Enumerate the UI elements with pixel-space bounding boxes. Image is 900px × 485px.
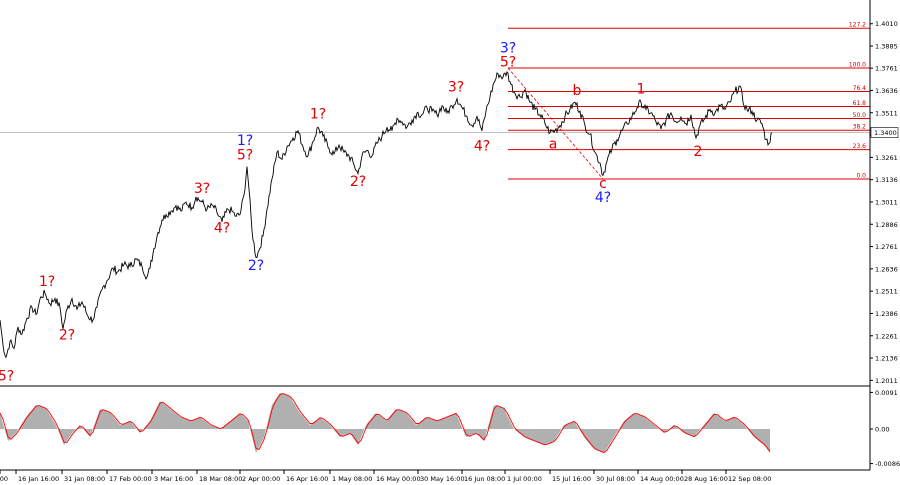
time-tick-label: 2 Apr 00:00 <box>242 475 280 483</box>
wave-label: 1 <box>637 81 646 97</box>
price-tick-label: 1.2011 <box>875 377 898 385</box>
price-tick-label: 1.3136 <box>875 176 898 184</box>
wave-label: 3? <box>500 40 516 56</box>
fib-level-label: 127.2 <box>849 22 866 29</box>
price-tick-label: 1.2261 <box>875 332 898 340</box>
fib-level-label: 61.8 <box>853 100 867 107</box>
wave-label: 5? <box>0 369 14 385</box>
time-axis: 6 Jan 00:00 16 Jan 16:00 31 Jan 08:00 17 Fe… <box>0 470 771 483</box>
correction-diagonal <box>507 67 604 180</box>
indicator-histogram <box>0 392 770 454</box>
indicator-signal-line <box>0 393 771 454</box>
wave-label: 1? <box>310 106 326 122</box>
time-tick-label: 1 Jul 00:00 <box>507 475 542 483</box>
wave-label: 5? <box>237 147 253 163</box>
time-tick-label: 17 Feb 00:00 <box>109 475 152 483</box>
indicator-tick-label: 0.00 <box>875 426 889 434</box>
fib-level-label: 38.2 <box>853 124 867 131</box>
wave-label: 3? <box>448 80 464 96</box>
wave-label: 4? <box>474 138 490 154</box>
price-tick-label: 1.3261 <box>875 154 898 162</box>
fib-level-label: 76.4 <box>853 85 867 92</box>
time-tick-label: 16 Jan 16:00 <box>18 475 59 483</box>
current-price-label: 1.3400 <box>874 129 897 137</box>
time-tick-label: 28 Aug 16:00 <box>684 475 728 483</box>
wave-label: 4? <box>595 190 611 206</box>
time-tick-label: 16 Jun 08:00 <box>464 475 505 483</box>
price-tick-label: 1.2886 <box>875 221 898 229</box>
time-tick-label: 31 Jan 08:00 <box>64 475 105 483</box>
fib-level-label: 23.6 <box>853 143 867 150</box>
fib-level-label: 50.0 <box>853 112 867 119</box>
price-tick-label: 1.2636 <box>875 265 898 273</box>
wave-label: 4? <box>214 220 230 236</box>
time-tick-label: 12 Sep 08:00 <box>728 475 771 483</box>
wave-label: 2? <box>350 174 366 190</box>
wave-label: b <box>573 83 582 99</box>
wave-label: 2 <box>694 144 703 160</box>
wave-label: c <box>599 176 607 192</box>
price-tick-label: 1.3511 <box>875 109 898 117</box>
wave-label: 1? <box>39 274 55 290</box>
wave-label: 1? <box>237 133 253 149</box>
wave-label: 3? <box>194 181 210 197</box>
wave-label: 2? <box>248 258 264 274</box>
time-tick-label: 30 May 16:00 <box>420 475 465 483</box>
price-line <box>0 70 773 359</box>
time-tick-label: 14 Aug 00:00 <box>640 475 684 483</box>
indicator-tick-label: -0.0086 <box>875 460 900 468</box>
price-tick-label: 1.2386 <box>875 310 898 318</box>
price-tick-label: 1.3636 <box>875 87 898 95</box>
wave-label: 5? <box>500 55 516 71</box>
price-tick-label: 1.2136 <box>875 355 898 363</box>
indicator-pane <box>0 392 771 454</box>
time-tick-label: 30 Jul 08:00 <box>596 475 635 483</box>
price-tick-label: 1.3885 <box>875 43 898 51</box>
indicator-tick-label: 0.0091 <box>875 389 898 397</box>
fib-level-label: 0.0 <box>856 172 866 179</box>
time-tick-label: 3 Mar 16:00 <box>154 475 193 483</box>
time-tick-label: 6 Jan 00:00 <box>0 475 8 483</box>
time-tick-label: 15 Jul 16:00 <box>552 475 591 483</box>
current-price-tag-bg <box>870 127 899 138</box>
price-tick-label: 1.4010 <box>875 20 898 28</box>
wave-label: 2? <box>59 328 75 344</box>
price-tick-label: 1.2761 <box>875 243 898 251</box>
time-tick-label: 1 May 08:00 <box>332 475 372 483</box>
time-tick-label: 16 Apr 16:00 <box>286 475 328 483</box>
price-tick-label: 1.3011 <box>875 198 898 206</box>
fib-level-label: 100.0 <box>849 61 866 68</box>
price-tick-label: 1.2511 <box>875 288 898 296</box>
fibonacci-levels: 127.2 100.0 76.4 61.8 50.0 38.2 23.6 0.0 <box>508 22 870 180</box>
time-tick-label: 18 Mar 08:00 <box>199 475 242 483</box>
time-tick-label: 16 May 00:00 <box>376 475 421 483</box>
wave-label: a <box>549 137 558 153</box>
current-price-tag: 1.3400 <box>870 127 899 138</box>
price-tick-label: 1.3761 <box>875 65 898 73</box>
